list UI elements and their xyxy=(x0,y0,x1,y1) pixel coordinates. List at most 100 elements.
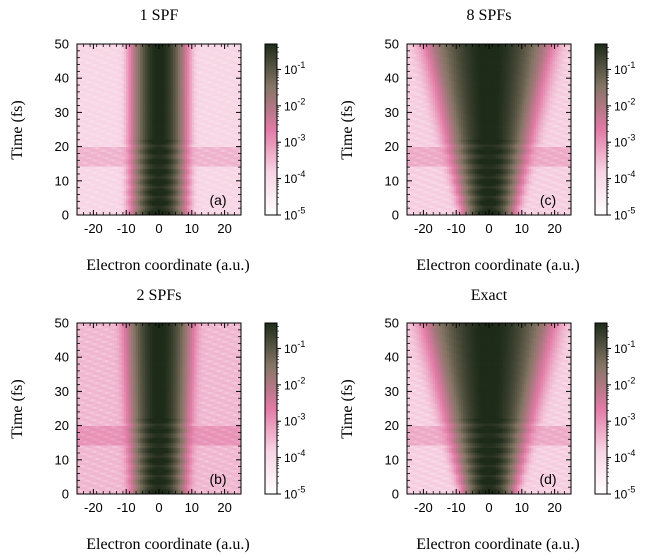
heatmap-cell xyxy=(121,97,125,101)
heatmap-cell xyxy=(210,210,214,213)
heatmap-cell xyxy=(205,124,209,128)
heatmap-cell xyxy=(126,175,129,179)
heatmap-cell xyxy=(154,195,158,199)
heatmap-cell xyxy=(184,210,188,213)
heatmap-cell xyxy=(154,112,158,116)
heatmap-cell xyxy=(212,102,216,106)
heatmap-cell xyxy=(212,195,216,199)
heatmap-cell xyxy=(189,168,193,172)
heatmap-cell xyxy=(203,163,207,167)
heatmap-cell xyxy=(191,193,195,196)
heatmap-cell xyxy=(128,63,132,67)
heatmap-cell xyxy=(226,173,230,177)
heatmap-cell xyxy=(116,107,120,111)
heatmap-cell xyxy=(161,200,165,204)
heatmap-cell xyxy=(226,102,230,106)
heatmap-cell xyxy=(95,210,99,213)
heatmap-cell xyxy=(161,97,165,101)
heatmap-cell xyxy=(184,78,188,82)
heatmap-cell xyxy=(182,119,186,123)
heatmap-cell xyxy=(79,188,83,191)
heatmap-cell xyxy=(91,73,94,77)
heatmap-cell xyxy=(191,200,195,204)
heatmap-cell xyxy=(149,97,153,101)
heatmap-cell xyxy=(161,144,165,147)
heatmap-cell xyxy=(126,75,129,79)
heatmap-cell xyxy=(229,51,233,55)
heatmap-cell xyxy=(130,207,134,211)
heatmap-cell xyxy=(226,202,230,206)
heatmap-cell xyxy=(109,48,113,52)
heatmap-cell xyxy=(135,117,139,121)
heatmap-cell xyxy=(184,207,188,211)
heatmap-cell xyxy=(130,141,134,145)
heatmap-cell xyxy=(102,58,106,62)
heatmap-cell xyxy=(93,153,97,157)
heatmap-cell xyxy=(95,92,99,96)
heatmap-cell xyxy=(215,151,218,155)
heatmap-cell xyxy=(112,122,115,126)
heatmap-cell xyxy=(194,112,197,116)
heatmap-cell xyxy=(84,200,87,204)
heatmap-cell xyxy=(123,139,127,143)
heatmap-cell xyxy=(196,134,200,138)
heatmap-cell xyxy=(168,58,172,62)
heatmap-cell xyxy=(81,48,85,52)
heatmap-cell xyxy=(133,90,136,94)
heatmap-cell xyxy=(130,48,134,52)
heatmap-cell xyxy=(133,63,136,67)
heatmap-cell xyxy=(121,156,125,160)
heatmap-cell xyxy=(93,180,97,184)
heatmap-cell xyxy=(91,97,94,101)
heatmap-cell xyxy=(196,65,200,69)
heatmap-cell xyxy=(180,197,183,201)
heatmap-cell xyxy=(151,207,155,211)
heatmap-cell xyxy=(79,175,83,179)
heatmap-cell xyxy=(212,83,216,86)
heatmap-cell xyxy=(114,114,118,118)
heatmap-cell xyxy=(222,117,225,121)
heatmap-cell xyxy=(140,190,143,194)
heatmap-cell xyxy=(238,200,242,204)
heatmap-cell xyxy=(203,117,207,121)
heatmap-cell xyxy=(156,149,160,152)
heatmap-cell xyxy=(217,44,221,47)
heatmap-cell xyxy=(166,85,169,89)
heatmap-cell xyxy=(180,161,183,165)
heatmap-cell xyxy=(95,112,99,116)
heatmap-cell xyxy=(95,97,99,101)
heatmap-cell xyxy=(219,56,223,60)
heatmap-cell xyxy=(226,70,230,74)
heatmap-cell xyxy=(102,63,106,67)
x-tick-label: 0 xyxy=(155,221,162,236)
heatmap-cell xyxy=(201,53,204,57)
heatmap-cell xyxy=(91,58,94,62)
heatmap-cell xyxy=(135,73,139,77)
heatmap-cell xyxy=(184,171,188,174)
heatmap-cell xyxy=(100,109,104,113)
heatmap-cell xyxy=(212,78,216,82)
heatmap-cell xyxy=(100,119,104,123)
heatmap-cell xyxy=(177,95,181,99)
heatmap-cell xyxy=(184,68,188,72)
heatmap-cell xyxy=(196,122,200,126)
heatmap-cell xyxy=(187,173,190,177)
heatmap-cell xyxy=(77,190,80,194)
heatmap-cell xyxy=(203,195,207,199)
heatmap-cell xyxy=(222,190,225,194)
heatmap-cell xyxy=(105,141,108,145)
heatmap-cell xyxy=(208,168,211,172)
heatmap-cell xyxy=(128,168,132,172)
heatmap-cell xyxy=(126,210,129,213)
heatmap-cell xyxy=(126,163,129,167)
heatmap-cell xyxy=(191,117,195,121)
heatmap-cell xyxy=(226,141,230,145)
heatmap-cell xyxy=(95,51,99,55)
heatmap-cell xyxy=(144,190,148,194)
heatmap-cell xyxy=(233,53,237,57)
heatmap-cell xyxy=(105,51,108,55)
heatmap-cell xyxy=(163,173,167,177)
heatmap-cell xyxy=(166,53,169,57)
heatmap-cell xyxy=(217,178,221,182)
heatmap-cell xyxy=(236,124,240,128)
